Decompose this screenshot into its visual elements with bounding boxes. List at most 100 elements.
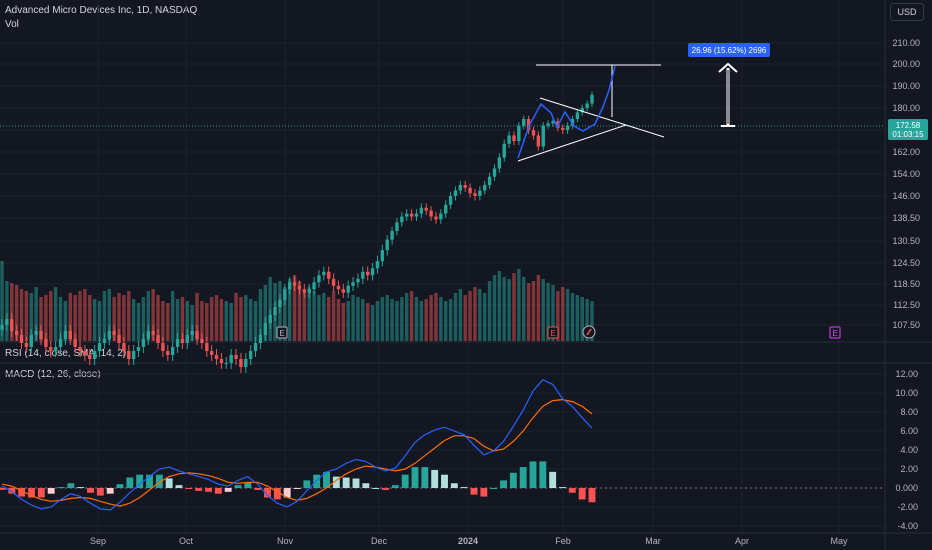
candle	[278, 299, 282, 307]
macd-histogram-bar	[460, 487, 468, 489]
volume-bar	[351, 295, 355, 341]
volume-bar	[546, 283, 550, 341]
time-tick-label: Mar	[645, 536, 661, 546]
volume-bar	[63, 301, 68, 341]
macd-histogram-bar	[401, 474, 409, 488]
macd-histogram-bar	[57, 487, 65, 489]
macd-histogram-bar	[411, 467, 419, 488]
volume-bar	[292, 275, 297, 341]
time-axis: Sep Oct Nov Dec 2024 Feb Mar Apr May	[90, 536, 848, 546]
candle	[414, 213, 419, 217]
candle	[565, 125, 570, 130]
candle	[492, 168, 497, 177]
price-tick-label: 124.50	[892, 258, 920, 268]
candle	[326, 271, 331, 279]
volume-bar	[73, 295, 77, 341]
candle	[117, 335, 121, 343]
macd-histogram-bar	[293, 488, 301, 489]
macd-tick-label: 0.000	[895, 483, 918, 493]
candle	[517, 125, 521, 141]
volume-bar	[434, 293, 438, 341]
macd-histogram-bar	[175, 485, 183, 488]
volume-bar	[214, 295, 219, 341]
volume-bar	[83, 289, 87, 341]
candle	[400, 216, 404, 223]
macd-histogram-bar	[116, 484, 124, 488]
macd-histogram-bar	[155, 474, 163, 488]
candle	[292, 282, 297, 286]
projection-path[interactable]	[517, 65, 616, 159]
volume-bar	[341, 303, 346, 341]
volume-bar	[317, 295, 321, 341]
candle	[244, 359, 248, 367]
volume-bar	[517, 269, 521, 341]
candle	[287, 282, 292, 290]
volume-bar	[526, 283, 531, 341]
earnings-marker-2[interactable]: E	[550, 329, 555, 338]
price-axis: 210.00200.00190.00180.00170.00162.00154.…	[892, 38, 920, 531]
macd-histogram-bar	[96, 488, 104, 496]
volume-bar	[361, 299, 365, 341]
volume-bar	[29, 293, 33, 341]
macd-histogram-bar	[470, 488, 478, 495]
earnings-marker-3[interactable]: E	[832, 329, 837, 338]
macd-histogram-bar	[559, 487, 566, 489]
macd-tick-label: -4.00	[897, 521, 918, 531]
candle	[39, 331, 43, 339]
candle	[239, 359, 243, 367]
candle	[561, 127, 565, 130]
volume-bar	[78, 291, 82, 341]
volume-bar	[190, 305, 194, 341]
candle	[131, 351, 136, 359]
volume-bar	[34, 287, 38, 341]
macd-tick-label: 12.00	[895, 369, 918, 379]
macd-histogram-bar	[0, 488, 6, 490]
volume-bar	[44, 295, 48, 341]
volume-bar	[170, 291, 175, 341]
macd-histogram-bar	[421, 467, 429, 488]
volume-bar	[536, 275, 541, 341]
candle	[356, 278, 360, 283]
volume-bar	[429, 295, 433, 341]
macd-histogram-bar	[539, 461, 547, 488]
volume-bar	[522, 277, 526, 341]
volume-bar	[180, 297, 185, 341]
volume-bar	[166, 303, 170, 341]
volume-bar	[448, 299, 453, 341]
candle	[331, 278, 336, 286]
volume-bar	[88, 295, 92, 341]
volume-bar	[107, 289, 111, 341]
candle	[546, 123, 550, 126]
candle	[68, 331, 72, 339]
candle	[234, 355, 238, 359]
volume-bar	[322, 293, 326, 341]
macd-pane	[0, 378, 596, 511]
candle	[370, 268, 375, 276]
candle	[473, 193, 477, 196]
candle	[175, 339, 180, 347]
earnings-marker-1[interactable]: E	[279, 329, 284, 338]
candle	[590, 94, 594, 104]
triangle-upper-line[interactable]	[539, 97, 665, 138]
macd-histogram-bar	[185, 488, 193, 489]
candle	[351, 282, 355, 286]
candle	[541, 125, 545, 147]
volume-bar	[131, 299, 136, 341]
price-tick-label: 154.00	[892, 169, 920, 179]
candle	[92, 351, 97, 359]
triangle-lower-line[interactable]	[517, 124, 627, 162]
candle	[73, 339, 77, 347]
volume-bar	[200, 301, 204, 341]
volume-bar	[205, 303, 209, 341]
measure-arrow[interactable]	[718, 62, 738, 127]
macd-histogram-bar	[588, 488, 596, 503]
candle	[263, 323, 268, 335]
candle	[156, 335, 160, 343]
triangle-drawing[interactable]	[517, 64, 665, 162]
macd-histogram-bar	[352, 478, 360, 488]
candle	[507, 135, 511, 144]
currency-button[interactable]: USD	[890, 3, 924, 21]
candle	[585, 103, 589, 108]
candle	[0, 325, 4, 330]
